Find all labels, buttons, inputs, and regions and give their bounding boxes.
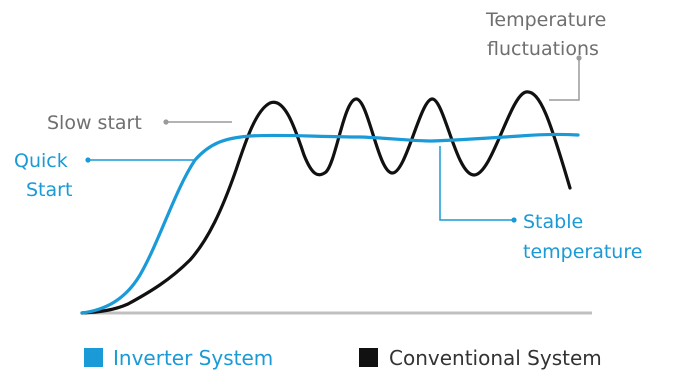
annotation-temperature-fluctuations-line2: fluctuations — [487, 38, 599, 60]
annotation-quick-start-line1: Quick — [14, 150, 68, 172]
legend-label-inverter-system: Inverter System — [113, 346, 273, 370]
legend-swatch-conventional-system — [359, 348, 378, 367]
annotation-leader-stable-temperature — [439, 146, 517, 223]
annotation-quick-start-line2: Start — [26, 179, 72, 201]
annotation-leader-slow-start — [163, 119, 232, 125]
annotation-temperature-fluctuations-line1: Temperature — [485, 9, 606, 31]
annotation-leader-temperature-fluctuations — [549, 55, 582, 101]
annotation-stable-temperature-line1: Stable — [523, 211, 583, 233]
legend-label-conventional-system: Conventional System — [389, 346, 602, 370]
legend-swatch-inverter-system — [84, 348, 103, 367]
annotation-slow-start: Slow start — [47, 112, 142, 134]
legend: Inverter System Conventional System — [84, 346, 602, 370]
annotation-leader-quick-start — [85, 157, 194, 163]
series-line-inverter-system — [80, 132, 580, 315]
series-line-conventional-system — [80, 90, 572, 315]
annotation-stable-temperature-line2: temperature — [523, 241, 642, 263]
